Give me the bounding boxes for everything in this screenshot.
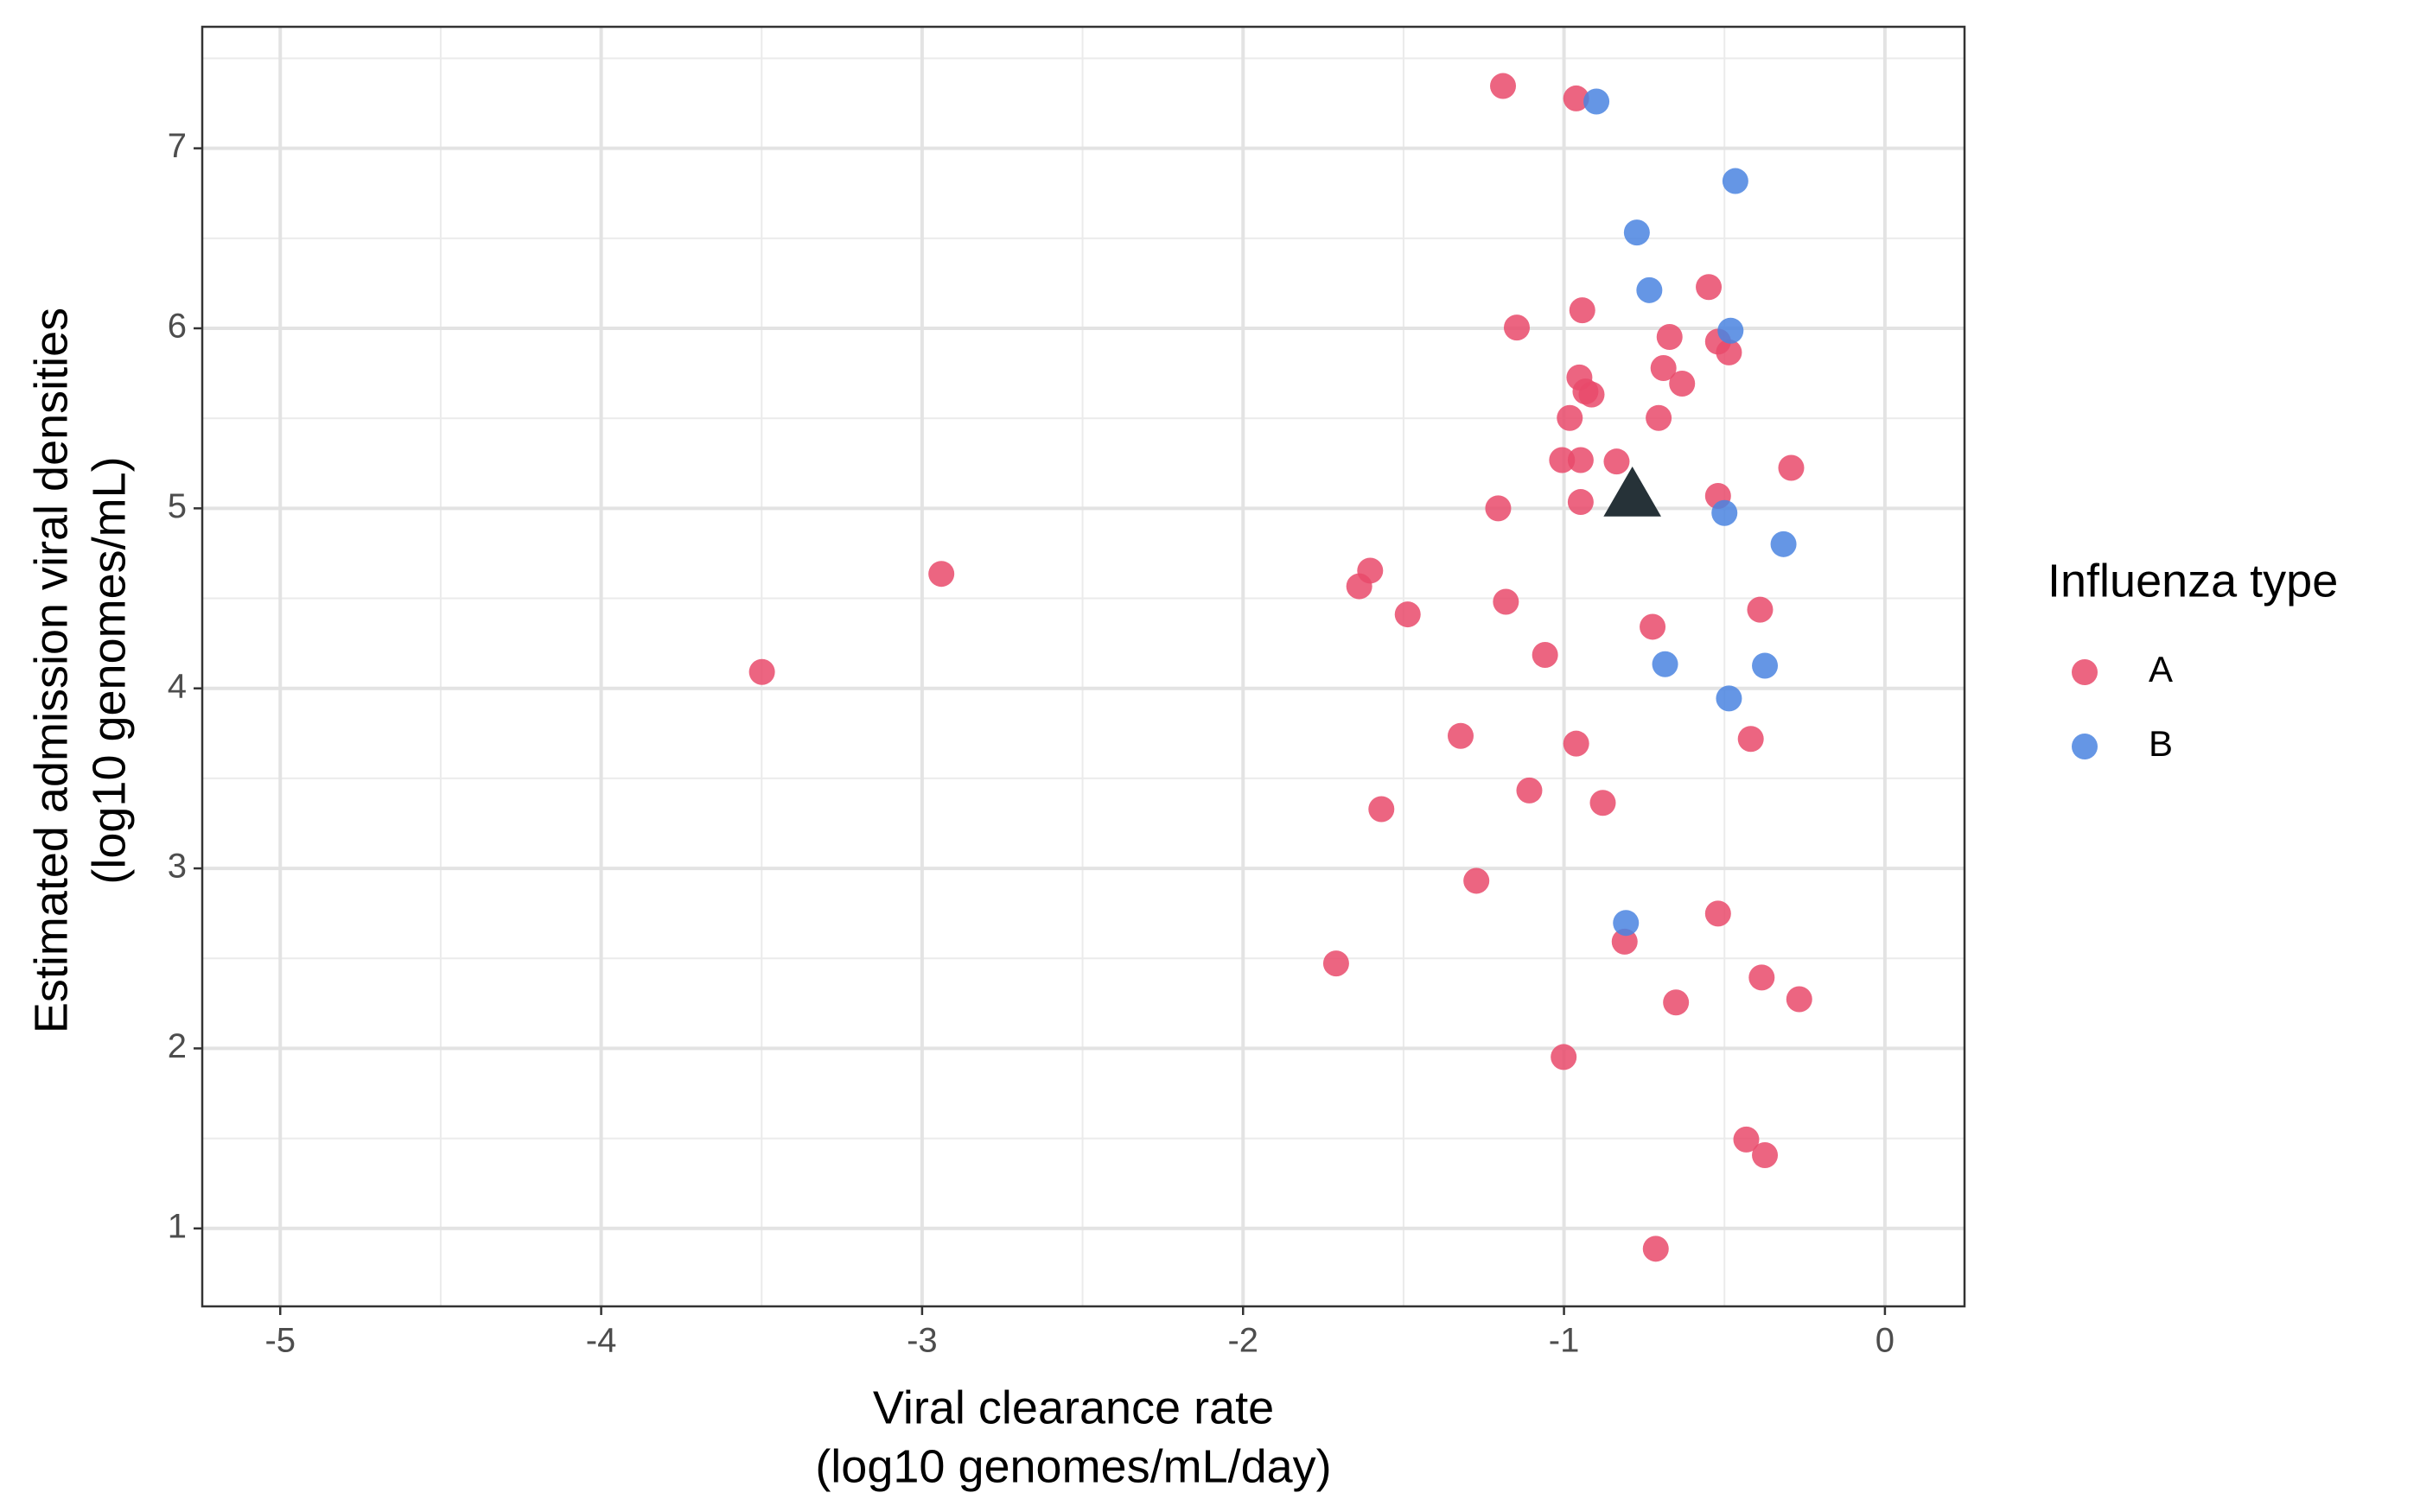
y-tick-label: 3 xyxy=(168,848,187,886)
panel-border xyxy=(201,25,1966,1308)
point xyxy=(1532,641,1558,668)
point xyxy=(1322,950,1349,977)
point xyxy=(1485,495,1512,522)
x-tick-label: -2 xyxy=(1227,1322,1258,1360)
point xyxy=(1516,777,1543,804)
x-tick-label: -3 xyxy=(907,1322,938,1360)
point xyxy=(1578,381,1605,408)
point xyxy=(1640,613,1666,640)
point xyxy=(1569,297,1595,324)
point xyxy=(1733,1126,1760,1153)
point xyxy=(1722,168,1748,194)
x-tick-label: -4 xyxy=(586,1322,617,1360)
y-tick-label: 2 xyxy=(168,1027,187,1065)
point xyxy=(1652,651,1678,677)
point xyxy=(1748,964,1775,991)
point xyxy=(1752,652,1779,679)
point xyxy=(928,561,955,588)
point xyxy=(1557,404,1583,431)
point xyxy=(1711,499,1738,526)
point xyxy=(1346,573,1372,600)
point xyxy=(1589,790,1616,816)
y-axis-title: (log10 genomes/mL) xyxy=(83,456,135,884)
legend-label: B xyxy=(2149,723,2173,764)
x-axis-title: (log10 genomes/mL/day) xyxy=(815,1440,1331,1492)
point xyxy=(1623,219,1650,246)
y-tick-label: 4 xyxy=(168,667,187,705)
point xyxy=(1611,928,1638,955)
summary-point xyxy=(1603,466,1661,517)
point xyxy=(1448,722,1474,749)
legend-label: A xyxy=(2149,649,2173,689)
point xyxy=(748,658,775,685)
point xyxy=(1368,796,1395,823)
point xyxy=(1563,85,1589,111)
x-axis-title: Viral clearance rate xyxy=(873,1382,1274,1433)
point xyxy=(1613,910,1640,937)
y-tick-label: 7 xyxy=(168,127,187,165)
point xyxy=(1394,601,1421,628)
x-tick-label: -5 xyxy=(264,1322,296,1360)
y-tick-label: 6 xyxy=(168,308,187,346)
point xyxy=(1493,588,1519,615)
y-axis-title: Estimated admission viral densities xyxy=(25,308,77,1033)
point xyxy=(1747,596,1774,623)
point xyxy=(1551,1044,1577,1070)
point xyxy=(1663,989,1690,1016)
point xyxy=(1503,314,1530,341)
point xyxy=(1786,986,1812,1013)
point xyxy=(1669,370,1696,397)
point xyxy=(1636,276,1663,303)
point xyxy=(1716,685,1742,712)
point xyxy=(1650,355,1677,382)
x-tick-label: 0 xyxy=(1876,1322,1895,1360)
point xyxy=(1778,454,1805,481)
point xyxy=(1463,867,1490,894)
point xyxy=(1646,404,1672,431)
point xyxy=(1563,730,1589,757)
point xyxy=(1770,530,1797,557)
point xyxy=(1737,726,1764,753)
x-tick-label: -1 xyxy=(1549,1322,1580,1360)
y-tick-label: 5 xyxy=(168,487,187,525)
y-tick-label: 1 xyxy=(168,1207,187,1245)
legend-title: Influenza type xyxy=(2047,555,2338,607)
point xyxy=(1490,73,1517,99)
point xyxy=(1717,317,1744,344)
point xyxy=(1704,900,1731,927)
point xyxy=(1716,339,1742,365)
point xyxy=(1567,489,1594,516)
point xyxy=(1583,88,1610,115)
point xyxy=(1752,1141,1779,1168)
point xyxy=(1642,1236,1669,1262)
point xyxy=(1567,447,1594,473)
point xyxy=(1549,447,1576,473)
point xyxy=(1696,274,1723,301)
legend-marker xyxy=(2072,734,2098,759)
point xyxy=(1603,448,1630,475)
point xyxy=(1656,323,1683,350)
legend-marker xyxy=(2072,659,2098,685)
